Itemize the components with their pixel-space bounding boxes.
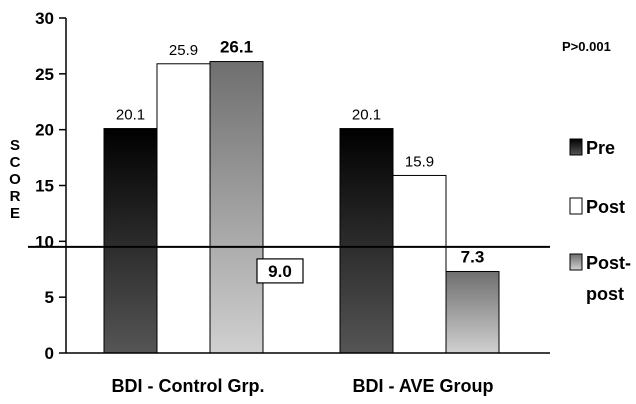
- legend-swatch-post-post: [569, 253, 583, 271]
- data-label-post-ave: 15.9: [405, 153, 434, 170]
- legend-swatch-pre: [569, 138, 583, 156]
- bar-pre-control: [103, 128, 158, 354]
- category-label-control: BDI - Control Grp.: [112, 376, 265, 396]
- data-label-post-control: 25.9: [169, 42, 198, 59]
- legend: Pre Post Post- post: [569, 138, 631, 304]
- y-tick-label: 0: [45, 344, 54, 363]
- reference-line-label-box: [256, 258, 304, 284]
- legend-label-post: Post: [586, 197, 625, 217]
- p-value-annotation: P>0.001: [562, 39, 611, 54]
- y-tick-label: 25: [35, 65, 54, 84]
- bar-post-ave: [392, 174, 447, 354]
- reference-line-label: 9.0: [268, 262, 292, 281]
- y-tick-label: 10: [35, 232, 54, 251]
- bar-post-post-control: [209, 61, 264, 354]
- legend-swatch-post: [569, 197, 583, 215]
- bar-pre-ave: [339, 128, 394, 354]
- legend-label-pre: Pre: [586, 138, 615, 158]
- bars: [103, 61, 500, 354]
- bar-post-control: [156, 63, 211, 354]
- data-label-pre-control: 20.1: [116, 107, 145, 124]
- data-label-post-post-ave: 7.3: [461, 247, 485, 266]
- y-tick-label: 20: [35, 121, 54, 140]
- category-label-ave: BDI - AVE Group: [353, 376, 494, 396]
- legend-label-post-post-line1: Post-: [586, 253, 631, 273]
- y-tick-label: 15: [35, 177, 54, 196]
- data-labels: 20.1 25.9 26.1 20.1 15.9 7.3: [116, 38, 484, 267]
- data-label-pre-ave: 20.1: [352, 107, 381, 124]
- y-axis: 0 5 10 15 20 25 30: [35, 9, 66, 363]
- y-tick-label: 30: [35, 9, 54, 28]
- y-tick-label: 5: [45, 288, 54, 307]
- legend-label-post-post-line2: post: [586, 284, 624, 304]
- bar-post-post-ave: [445, 270, 500, 354]
- data-label-post-post-control: 26.1: [220, 38, 253, 57]
